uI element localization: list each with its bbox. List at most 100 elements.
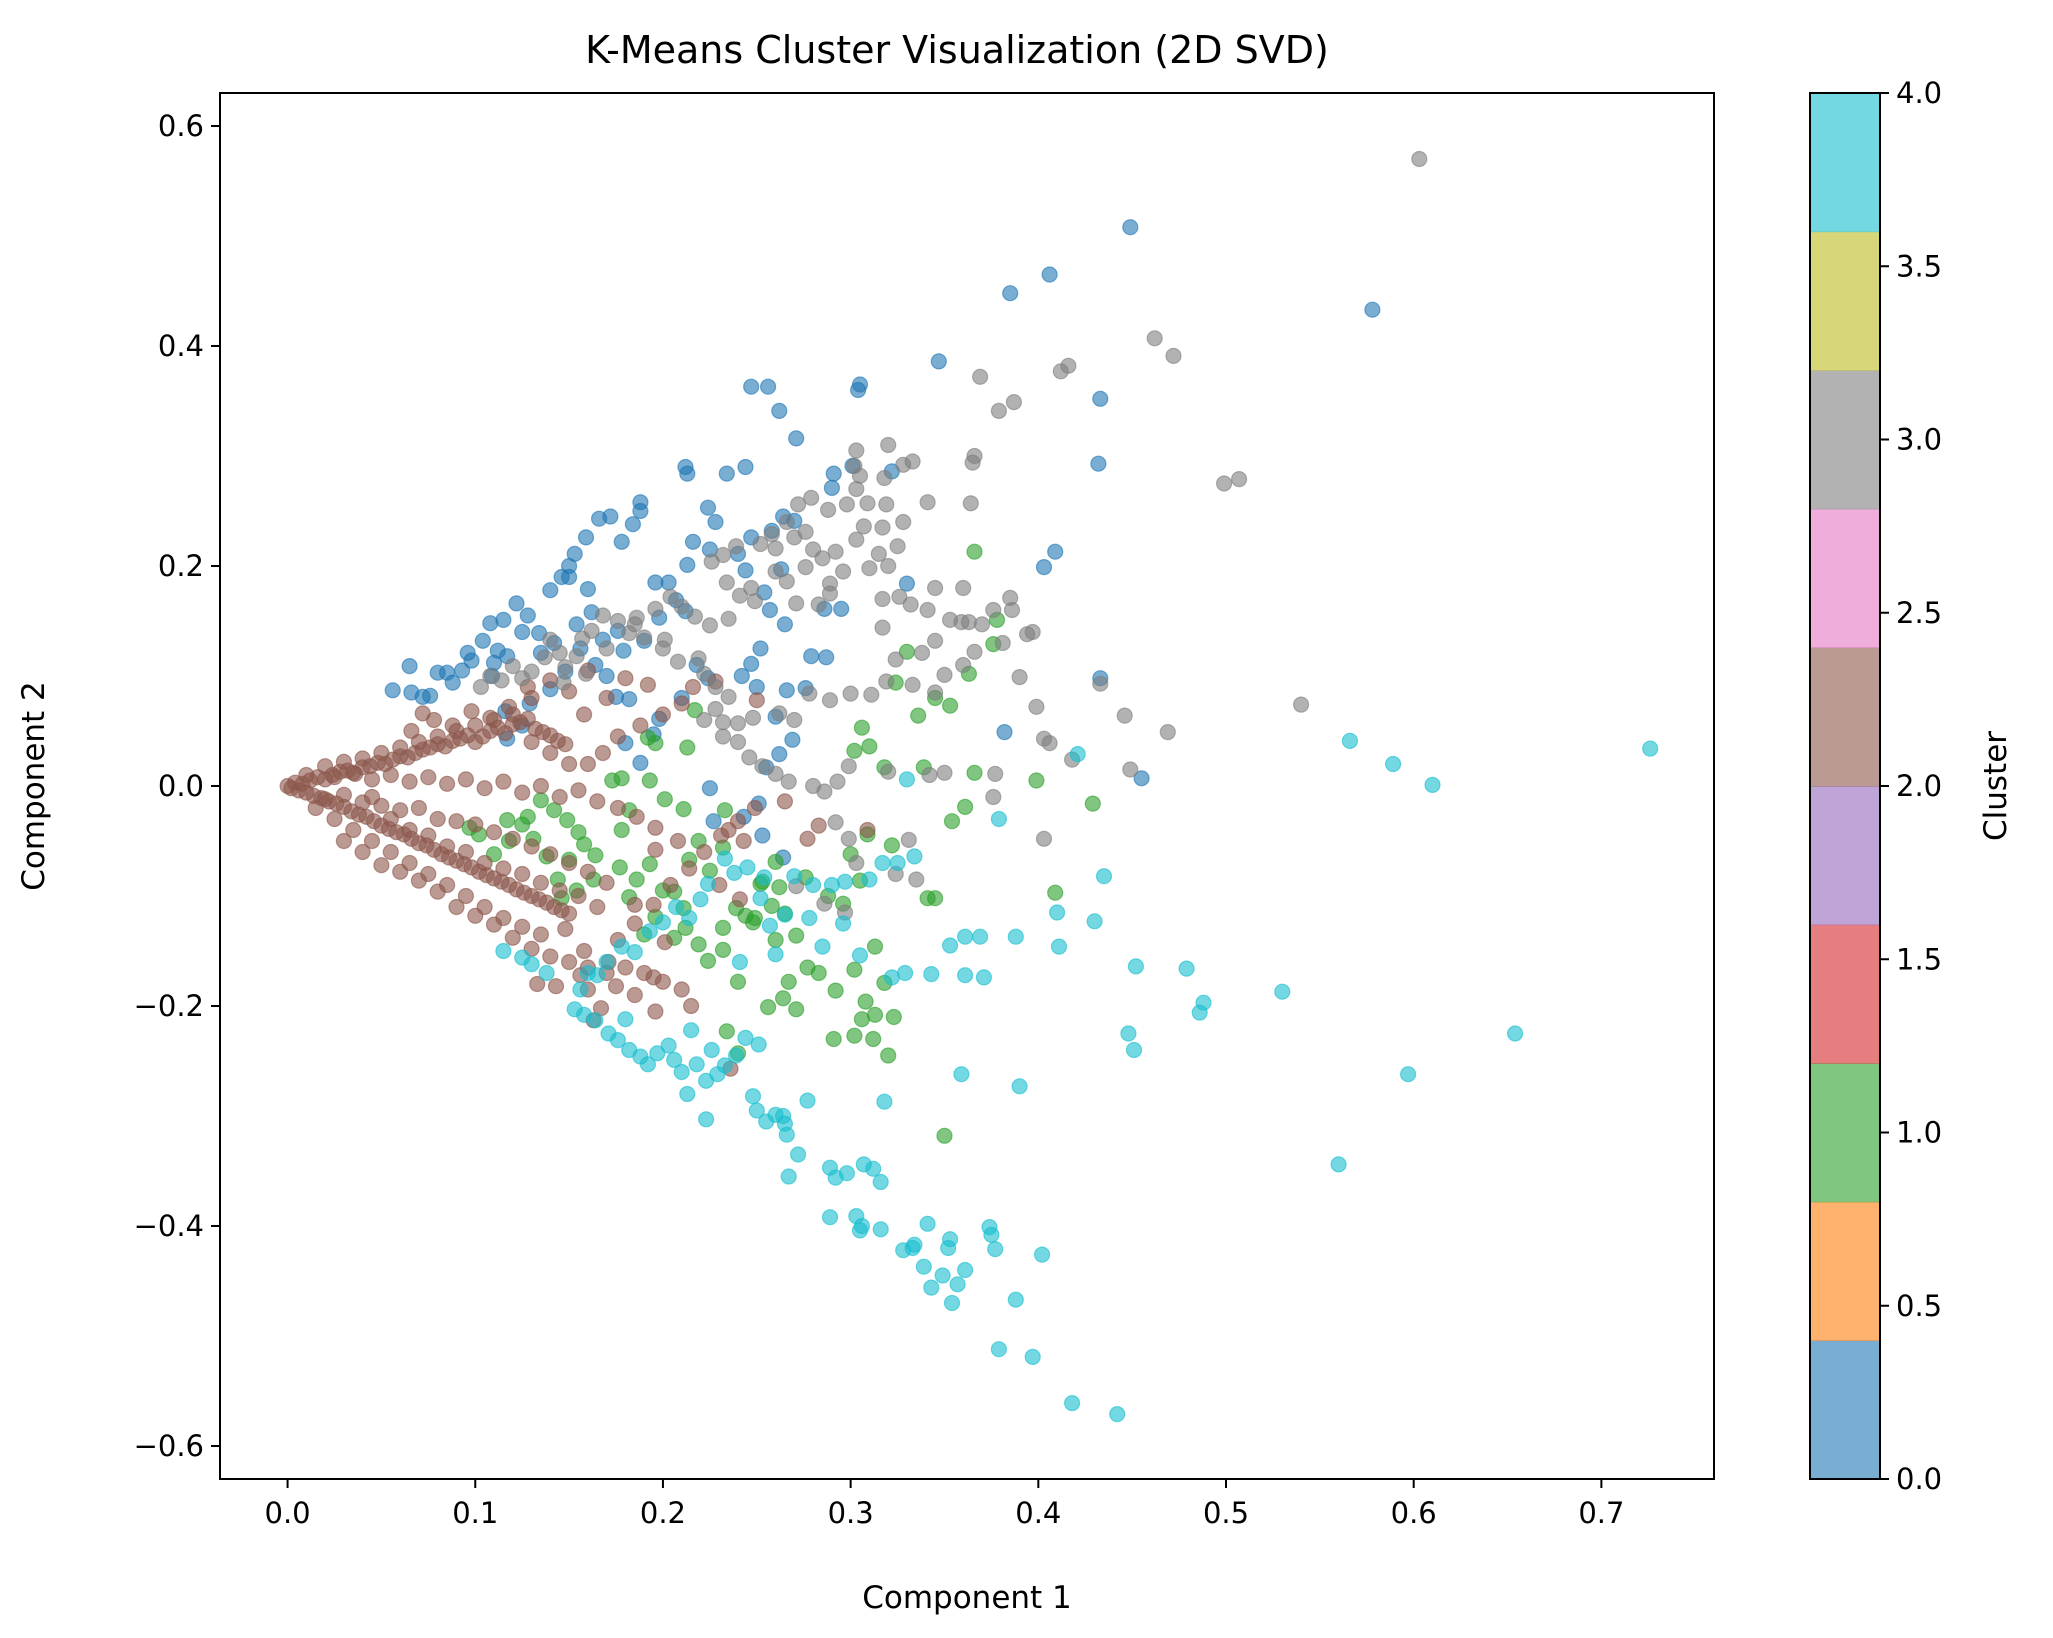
scatter-point [838,1165,856,1182]
scatter-point [1092,675,1109,692]
scatter-point [771,879,788,896]
scatter-point [613,533,630,550]
scatter-point [504,929,521,946]
scatter-point [1024,1348,1041,1366]
scatter-point [317,758,334,775]
scatter-point [789,496,807,513]
scatter-point [467,717,484,734]
scatter-point [560,953,578,971]
scatter-point [1122,219,1139,236]
scatter-point [823,479,841,496]
scatter-point [662,588,679,605]
scatter-point [906,848,923,865]
scatter-point [613,821,630,839]
scatter-point [956,1261,974,1279]
scatter-point [941,937,959,954]
scatter-point [673,695,690,712]
colorbar-tick-label: 3.5 [1896,249,1942,283]
x-tick-label: 0.7 [1578,1496,1624,1530]
cluster-4-points [495,732,1659,1423]
scatter-point [962,495,979,512]
scatter-point [985,788,1002,806]
scatter-point [1050,938,1068,955]
scatter-point [726,864,743,882]
scatter-point [857,993,874,1010]
scatter-point [628,871,645,888]
colorbar-segment [1810,786,1880,926]
colorbar-segment [1810,1201,1880,1341]
scatter-point [701,862,719,879]
scatter-point [598,874,615,891]
x-tick-label: 0.1 [452,1496,498,1530]
scatter-point [420,769,437,786]
scatter-point [750,1036,767,1053]
scatter-point [598,667,615,685]
scatter-point [579,964,597,982]
scatter-point [729,973,747,990]
scatter-point [457,771,474,788]
scatter-point [654,914,672,931]
scatter-point [778,513,795,531]
scatter-point [557,659,574,676]
colorbar-segment [1810,370,1880,510]
scatter-point [384,682,401,699]
scatter-point [514,865,531,883]
scatter-point [701,780,719,797]
scatter-point [767,540,784,557]
scatter-point [641,772,658,789]
scatter-point [733,667,750,685]
scatter-point [855,518,872,535]
scatter-point [690,936,707,953]
scatter-point [716,1057,734,1074]
y-tick-label: 0.6 [158,109,204,143]
y-axis-label: Component 2 [16,681,52,891]
scatter-point [825,1030,842,1048]
colorbar-segment [1810,231,1880,371]
x-tick-label: 0.3 [828,1496,874,1530]
scatter-point [1047,884,1064,901]
scatter-point [1133,770,1150,787]
scatter-point [771,705,788,722]
scatter-point [889,538,906,555]
scatter-point [1122,761,1139,778]
scatter-point [656,934,673,951]
scatter-point [504,657,521,675]
scatter-point [542,846,559,863]
scatter-point [647,819,664,836]
scatter-point [878,673,895,690]
scatter-point [936,764,953,781]
scatter-point [866,938,884,955]
scatter-point [1063,1394,1081,1412]
scatter-point [335,832,352,850]
scatter-point [482,615,499,632]
scatter-point [1035,830,1053,847]
scatter-point [814,938,831,955]
scatter-point [673,1063,690,1081]
scatter-point [679,556,696,574]
scatter-point [913,644,931,662]
scatter-point [727,538,745,555]
scatter-point [579,863,597,880]
colorbar-frame [1809,92,1881,1480]
scatter-point [923,965,940,983]
scatter-point [1047,543,1064,560]
scatter-point [910,707,927,724]
scatter-point [714,714,732,731]
colorbar-tick-label: 4.0 [1896,76,1942,110]
scatter-point [880,763,897,780]
scatter-point [523,838,540,855]
scatter-point [335,753,352,770]
scatter-point [906,1236,923,1253]
scatter-point [594,607,612,624]
colorbar-segment [1810,1340,1880,1480]
scatter-point [1411,150,1428,168]
scatter-point [741,749,758,766]
scatter-point [701,617,719,634]
scatter-point [354,750,371,767]
scatter-point [660,1037,677,1054]
scatter-point [679,465,696,482]
scatter-point [1127,958,1145,975]
scatter-point [401,657,418,675]
scatter-point [707,678,724,696]
scatter-point [523,733,540,751]
